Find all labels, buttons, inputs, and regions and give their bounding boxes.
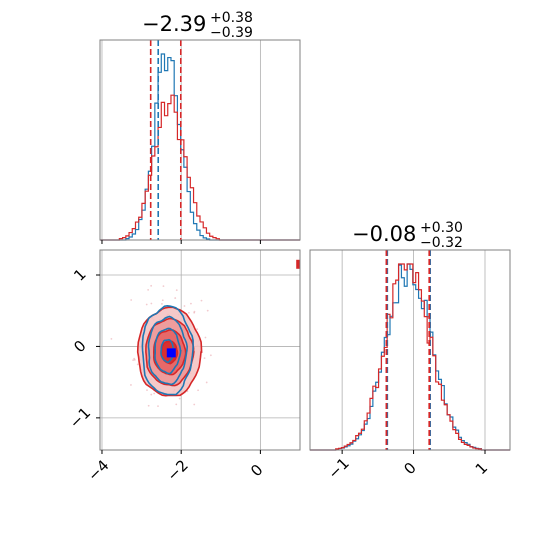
panel-param2-background: [310, 250, 510, 450]
sample-point: [147, 404, 150, 407]
title-param2-value: −0.08: [352, 222, 416, 246]
sample-point: [147, 288, 150, 291]
sample-point: [206, 309, 209, 312]
contour-line-blue-level-3: [160, 338, 175, 364]
ytick-label-joint: 1: [70, 265, 89, 284]
panel-param1-frame: [99, 39, 301, 241]
xtick-label-param2: 0: [400, 459, 419, 478]
sample-point: [150, 302, 153, 305]
quantile-lines-param1: [149, 40, 182, 240]
sample-point: [193, 311, 196, 314]
title-param1-value: −2.39: [142, 12, 206, 36]
sample-point: [162, 285, 165, 288]
contour-line-blue-level-1: [147, 315, 189, 386]
xticks-joint-2d: −4 −2 0: [84, 450, 267, 485]
sample-point: [190, 302, 192, 305]
sample-point: [161, 303, 163, 305]
sample-point: [133, 357, 136, 360]
sample-point: [146, 389, 148, 392]
panel-param1-marginal: −2.39 +0.38 −0.39: [99, 10, 301, 244]
sample-point: [209, 354, 212, 357]
sample-point: [153, 392, 156, 395]
panel-joint-frame: [99, 249, 301, 451]
sample-point: [132, 359, 135, 362]
sample-point: [174, 297, 177, 299]
sample-point: [203, 357, 206, 360]
yticks-joint-2d: −1 0 1: [66, 265, 100, 432]
sample-point: [130, 299, 133, 301]
sample-point: [145, 303, 148, 306]
contours-joint-2d: [110, 259, 300, 408]
sample-point: [200, 299, 203, 302]
sample-point: [175, 289, 178, 292]
title-param2-plus: +0.30: [420, 220, 463, 236]
sample-point: [205, 381, 208, 384]
title-param1-plus: +0.38: [210, 10, 253, 26]
xtick-label-joint: −2: [163, 456, 191, 484]
sample-point: [150, 284, 153, 287]
sample-point: [150, 393, 153, 396]
sample-point: [110, 338, 113, 340]
sample-point: [196, 328, 199, 331]
sample-point: [178, 397, 181, 400]
xtick-label-param2: 1: [472, 459, 491, 478]
sample-point: [187, 311, 190, 314]
sample-point: [197, 389, 199, 392]
contour-line-blue-level-2: [154, 327, 182, 375]
panel-joint-2d: −4 −2 0 −1 0 1: [66, 249, 301, 485]
histogram-series-1-param2: [310, 263, 510, 451]
sample-point: [175, 403, 178, 406]
grid-param2-marginal: [341, 250, 486, 450]
sample-point: [183, 305, 186, 307]
xtick-label-joint: −4: [84, 456, 112, 484]
contour-line-blue-level-0: [141, 304, 194, 396]
sample-point: [130, 384, 132, 386]
panel-param2-marginal: −1 0 1 −0.08 +0.30 −0.32: [309, 220, 511, 483]
sample-point: [161, 299, 164, 302]
panel-param1-background: [100, 40, 300, 240]
truth-point-marker: [166, 348, 176, 358]
sample-point: [157, 405, 159, 408]
histograms-param2: [310, 263, 510, 451]
ytick-label-joint: −1: [66, 404, 94, 432]
quantile-lines-param2: [385, 250, 431, 450]
ytick-label-joint: 0: [70, 337, 89, 356]
sample-point: [136, 363, 139, 366]
xtick-label-param2: −1: [324, 454, 352, 482]
sample-point: [204, 336, 207, 339]
xticks-param1-marginal: [101, 240, 261, 244]
panel-param2-frame: [309, 249, 511, 451]
edge-marker: [296, 259, 300, 269]
xtick-label-joint: 0: [247, 461, 266, 480]
xticks-param2-marginal: −1 0 1: [324, 450, 491, 483]
title-param1-minus: −0.39: [210, 25, 253, 41]
sample-point: [193, 403, 196, 406]
title-param2-minus: −0.32: [420, 235, 463, 251]
